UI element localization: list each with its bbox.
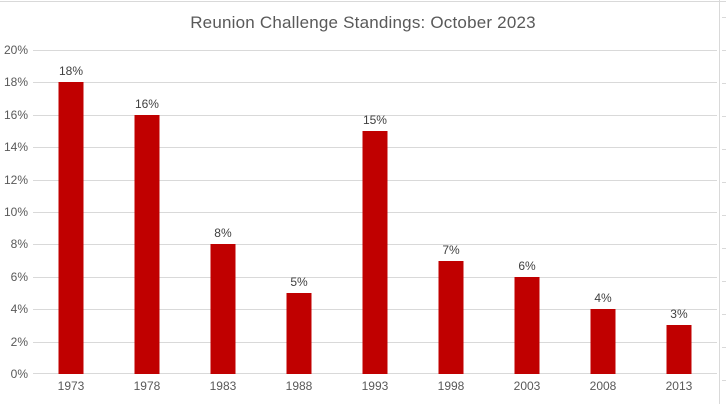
bar-1988[interactable] [286, 293, 312, 374]
y-tick-label-16: 16% [3, 107, 28, 122]
y-tick-label-18: 18% [3, 75, 28, 90]
x-tick-label-1998: 1998 [437, 379, 465, 393]
x-tick-label-1983: 1983 [209, 379, 237, 393]
category-slot-1993: 15% [337, 50, 413, 374]
y-tick-label-2: 2% [10, 334, 28, 349]
data-label-1973: 18% [58, 64, 83, 79]
category-slot-1978: 16% [109, 50, 185, 374]
sheet-row-gridline-dashes [722, 17, 726, 404]
x-axis-labels: 1973 1978 1983 1988 1993 1998 2003 2008 2013 [33, 379, 717, 397]
y-tick-label-4: 4% [10, 302, 28, 317]
x-tick-label-1973: 1973 [57, 379, 85, 393]
category-slot-1988: 5% [261, 50, 337, 374]
chart-title: Reunion Challenge Standings: October 202… [190, 13, 536, 32]
x-tick-label-1988: 1988 [285, 379, 313, 393]
bar-1998[interactable] [438, 260, 464, 374]
x-tick-label-1978: 1978 [133, 379, 161, 393]
gridline-18 [33, 82, 717, 84]
bar-2008[interactable] [590, 309, 616, 374]
category-slot-1983: 8% [185, 50, 261, 374]
y-tick-label-8: 8% [10, 237, 28, 252]
bar-1993[interactable] [362, 131, 388, 374]
data-label-2003: 6% [518, 258, 536, 273]
x-tick-label-2008: 2008 [589, 379, 617, 393]
x-tick-label-2003: 2003 [513, 379, 541, 393]
x-tick-label-1993: 1993 [361, 379, 389, 393]
y-axis-labels: 0% 2% 4% 6% 8% 10% 12% 14% 16% 18% 20% [0, 0, 28, 404]
gridline-16 [33, 114, 717, 116]
category-slot-2013: 3% [641, 50, 717, 374]
bar-1983[interactable] [210, 244, 236, 374]
y-tick-label-12: 12% [3, 172, 28, 187]
data-label-1993: 15% [362, 113, 387, 127]
category-slot-1998: 7% [413, 50, 489, 374]
category-slot-1973: 18% [33, 50, 109, 374]
bar-1973[interactable] [58, 82, 84, 374]
plot-area: 18% 16% 8% 5% 15% 7% 6% 4% 3% [33, 50, 717, 374]
category-slot-2003: 6% [489, 50, 565, 374]
data-label-2013: 3% [670, 307, 688, 322]
data-label-1978: 16% [134, 96, 159, 111]
sheet-gridline-top [0, 1, 726, 2]
category-slot-2008: 4% [565, 50, 641, 374]
sheet-gridline-right [719, 0, 720, 404]
data-label-2008: 4% [594, 291, 612, 306]
data-label-1998: 7% [442, 242, 460, 257]
data-label-1988: 5% [290, 275, 308, 289]
y-tick-label-0: 0% [10, 367, 28, 381]
y-tick-label-20: 20% [3, 43, 28, 57]
x-tick-label-2013: 2013 [665, 379, 693, 393]
gridline-20 [33, 50, 717, 51]
bar-1978[interactable] [134, 114, 160, 374]
y-tick-label-10: 10% [3, 205, 28, 219]
data-label-1983: 8% [214, 226, 232, 241]
bar-2003[interactable] [514, 276, 540, 374]
y-tick-label-6: 6% [10, 269, 28, 284]
y-tick-label-14: 14% [3, 140, 28, 155]
bar-2013[interactable] [666, 325, 692, 374]
